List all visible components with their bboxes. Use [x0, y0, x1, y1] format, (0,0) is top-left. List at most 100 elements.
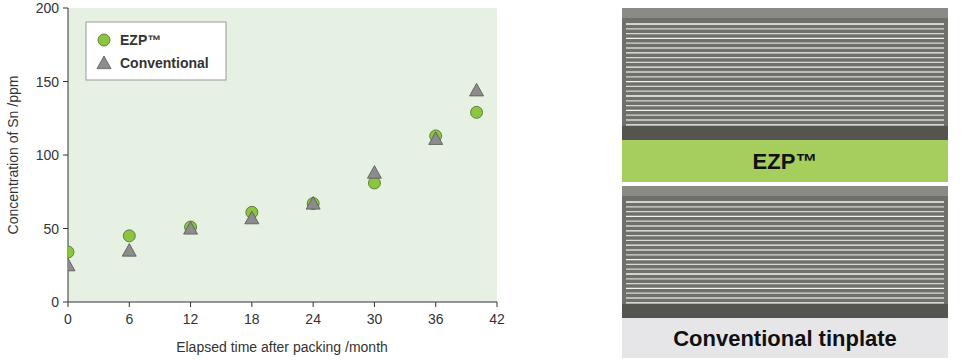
photo-stripe [626, 201, 944, 202]
photo-panel [622, 186, 948, 318]
data-point [306, 197, 320, 210]
x-tick-label: 18 [244, 311, 260, 327]
data-point [122, 244, 136, 257]
y-tick [63, 155, 68, 156]
x-tick-label: 24 [305, 311, 321, 327]
photo-background [622, 186, 948, 318]
photo-stripe [626, 278, 944, 279]
x-axis-line [68, 302, 497, 303]
x-tick [251, 302, 252, 307]
photo-stripe [626, 52, 944, 53]
photo-stripe [626, 57, 944, 58]
photo-stripe [626, 206, 944, 207]
y-axis-label: Concentration of Sn /ppm [5, 76, 21, 235]
photo-stripe [626, 33, 944, 34]
legend-marker [98, 34, 110, 46]
photo-stripe [626, 91, 944, 92]
photo-stripe [626, 259, 944, 260]
photo-stripe [626, 240, 944, 241]
x-tick [68, 302, 69, 307]
photo-stripe [626, 105, 944, 106]
photo-stripe [626, 264, 944, 265]
legend-label: Conventional [120, 55, 209, 71]
photo-stripe [626, 62, 944, 63]
x-tick [129, 302, 130, 307]
data-point [245, 211, 259, 224]
legend-marker [97, 56, 111, 69]
photo-stripe [626, 273, 944, 274]
y-tick [63, 81, 68, 82]
x-tick [190, 302, 191, 307]
photo-stripe [626, 216, 944, 217]
photo-stripe [626, 110, 944, 111]
photo-edge [622, 126, 948, 140]
x-tick-label: 6 [125, 311, 133, 327]
panel-label-bar [622, 318, 948, 358]
photo-stripe [626, 119, 944, 120]
photo-stripe [626, 124, 944, 125]
y-tick [63, 8, 68, 9]
photo-stripe [626, 38, 944, 39]
photo-edge [622, 304, 948, 318]
photo-stripe [626, 23, 944, 24]
x-tick [435, 302, 436, 307]
data-point [368, 177, 380, 189]
photo-stripe [626, 254, 944, 255]
photo-stripe [626, 225, 944, 226]
photo-stripe [626, 221, 944, 222]
x-tick-label: 12 [183, 311, 199, 327]
x-tick-label: 0 [64, 311, 72, 327]
photo-stripe [626, 76, 944, 77]
photo-stripe [626, 95, 944, 96]
data-point [184, 222, 198, 235]
photo-stripe [626, 28, 944, 29]
photo-stripe [626, 235, 944, 236]
photo-stripe [626, 115, 944, 116]
x-tick-label: 36 [428, 311, 444, 327]
y-tick-label: 50 [43, 221, 59, 237]
plot-background [68, 8, 497, 302]
panel-label: EZP™ [753, 149, 818, 174]
photo-stripe [626, 293, 944, 294]
x-tick-label: 42 [489, 311, 505, 327]
legend-label: EZP™ [120, 32, 161, 48]
photo-stripe [626, 81, 944, 82]
photo-stripe [626, 71, 944, 72]
photo-stripe [626, 67, 944, 68]
photo-stripe [626, 100, 944, 101]
data-point [68, 258, 75, 271]
x-tick-label: 30 [367, 311, 383, 327]
panel-label-bar [622, 140, 948, 182]
plot-marks [68, 83, 484, 271]
x-axis-label: Elapsed time after packing /month [176, 339, 388, 355]
photo-stripe [626, 302, 944, 303]
data-point [68, 246, 74, 258]
data-point [470, 83, 484, 96]
y-tick-label: 0 [51, 294, 59, 310]
figure: 0 50 100 150 200 0 6 12 18 24 30 36 42 Elapsed time a… [0, 0, 980, 360]
photo-edge [622, 186, 948, 196]
photo-stripe [626, 249, 944, 250]
photo-background [622, 8, 948, 140]
data-point [429, 132, 443, 145]
photo-stripe [626, 211, 944, 212]
legend-box [86, 22, 226, 80]
y-tick [63, 228, 68, 229]
data-point [471, 106, 483, 118]
photo-stripe [626, 43, 944, 44]
y-tick [63, 302, 68, 303]
photo-stripe [626, 288, 944, 289]
photo-stripe [626, 297, 944, 298]
x-tick [313, 302, 314, 307]
photo-stripe [626, 230, 944, 231]
panel-label: Conventional tinplate [673, 326, 897, 351]
data-point [123, 230, 135, 242]
photo-stripe [626, 283, 944, 284]
y-tick-label: 200 [36, 0, 60, 16]
photo-stripe [626, 86, 944, 87]
y-tick-label: 150 [36, 74, 60, 90]
photo-edge [622, 8, 948, 18]
photo-stripe [626, 47, 944, 48]
data-point [307, 198, 319, 210]
y-tick-label: 100 [36, 147, 60, 163]
